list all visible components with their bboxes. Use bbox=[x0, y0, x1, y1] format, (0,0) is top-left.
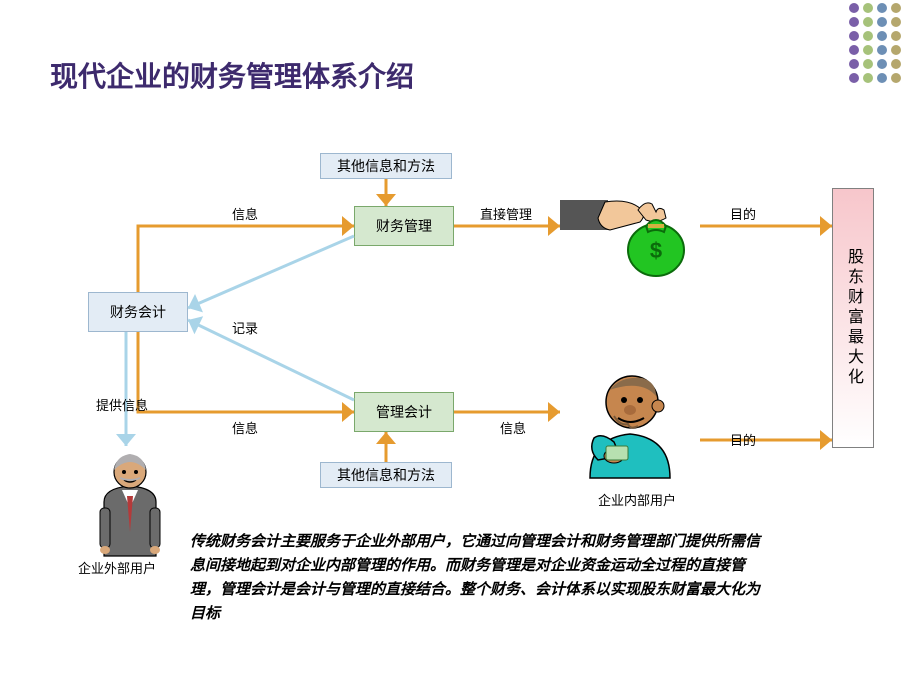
edge-label-info: 信息 bbox=[232, 204, 258, 223]
edge-label-goal: 目的 bbox=[730, 204, 756, 223]
caption-internal-user: 企业内部用户 bbox=[598, 490, 676, 509]
node-label: 财务管理 bbox=[376, 216, 432, 236]
edge-label-record: 记录 bbox=[232, 318, 258, 337]
edge-label-info: 信息 bbox=[232, 418, 258, 437]
svg-text:$: $ bbox=[650, 238, 662, 263]
node-label: 股东财富最大化 bbox=[841, 248, 865, 388]
external-user-icon bbox=[90, 448, 170, 558]
caption-external-user: 企业外部用户 bbox=[78, 558, 156, 577]
description-paragraph: 传统财务会计主要服务于企业外部用户，它通过向管理会计和财务管理部门提供所需信息间… bbox=[190, 530, 770, 626]
slide-title: 现代企业的财务管理体系介绍 bbox=[50, 55, 414, 95]
node-other-info-top: 其他信息和方法 bbox=[320, 153, 452, 179]
edge-label-goal: 目的 bbox=[730, 430, 756, 449]
node-shareholder-wealth-goal: 股东财富最大化 bbox=[832, 188, 874, 448]
node-financial-accounting: 财务会计 bbox=[88, 292, 188, 332]
node-label: 财务会计 bbox=[110, 302, 166, 322]
edge-label-info: 信息 bbox=[500, 418, 526, 437]
node-label: 其他信息和方法 bbox=[337, 156, 435, 176]
money-bag-icon: $ bbox=[560, 180, 690, 280]
internal-user-icon bbox=[570, 360, 690, 480]
corner-dots-decoration bbox=[846, 0, 920, 110]
node-label: 管理会计 bbox=[376, 402, 432, 422]
node-label: 其他信息和方法 bbox=[337, 465, 435, 485]
edge-label-direct-management: 直接管理 bbox=[480, 204, 532, 223]
edge-label-provide-info: 提供信息 bbox=[96, 395, 148, 414]
node-financial-management: 财务管理 bbox=[354, 206, 454, 246]
node-management-accounting: 管理会计 bbox=[354, 392, 454, 432]
node-other-info-bottom: 其他信息和方法 bbox=[320, 462, 452, 488]
